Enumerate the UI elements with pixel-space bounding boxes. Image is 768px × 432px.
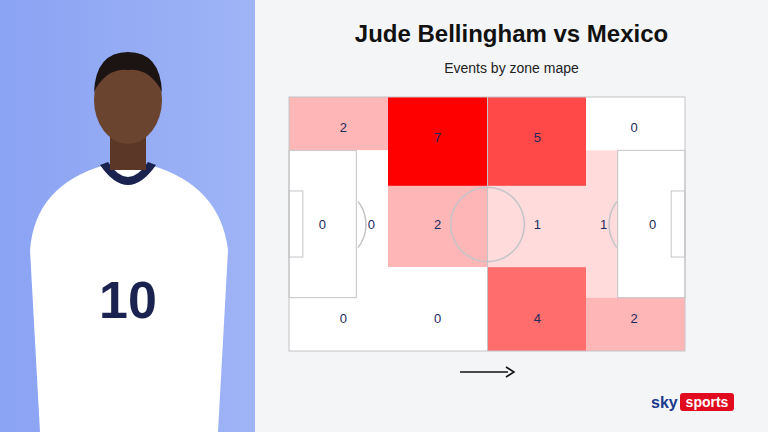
svg-text:1: 1 — [600, 217, 607, 232]
svg-text:sports: sports — [686, 394, 729, 410]
svg-text:2: 2 — [434, 217, 441, 232]
svg-text:0: 0 — [630, 120, 637, 135]
svg-text:2: 2 — [630, 311, 637, 326]
svg-text:0: 0 — [340, 311, 347, 326]
svg-text:2: 2 — [340, 120, 347, 135]
html-text:Events by zone mape: Events by zone mape — [444, 60, 579, 76]
html-text:Jude Bellingham vs Mexico: Jude Bellingham vs Mexico — [354, 20, 669, 47]
svg-text:5: 5 — [534, 130, 541, 145]
svg-text:4: 4 — [534, 311, 541, 326]
svg-text:0: 0 — [319, 217, 326, 232]
svg-text:7: 7 — [434, 130, 441, 145]
svg-text:0: 0 — [434, 311, 441, 326]
svg-text:1: 1 — [534, 217, 541, 232]
svg-text:10: 10 — [99, 271, 157, 329]
svg-text:0: 0 — [649, 217, 656, 232]
svg-text:sky: sky — [651, 394, 678, 411]
svg-text:0: 0 — [368, 217, 375, 232]
